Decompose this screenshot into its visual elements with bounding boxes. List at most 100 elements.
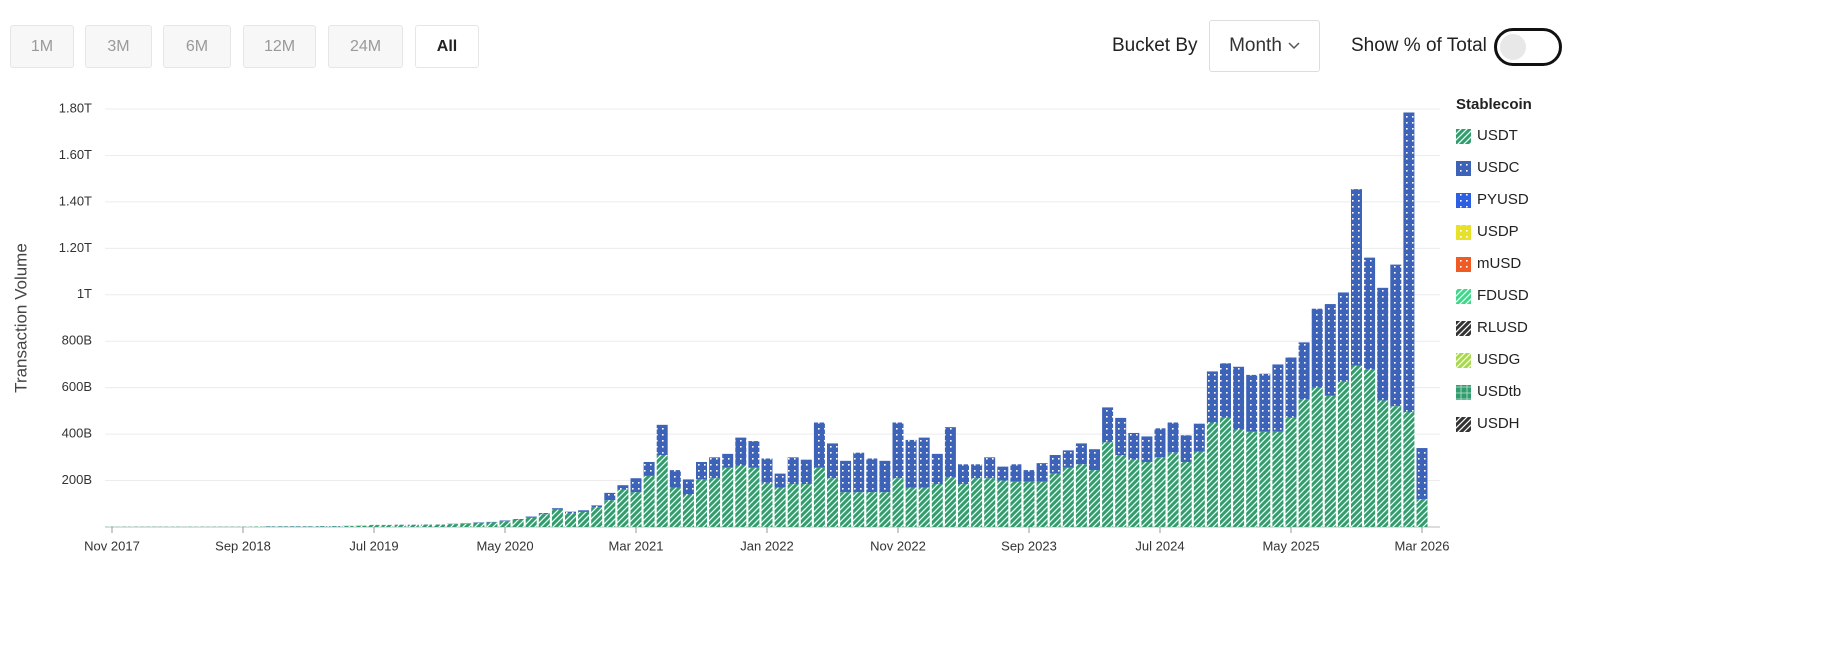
- bar-segment: [617, 485, 629, 490]
- bar-segment: [512, 520, 524, 527]
- bar-segment: [1416, 448, 1428, 500]
- x-tick-label: Jul 2024: [1135, 538, 1184, 553]
- bar-segment: [709, 478, 721, 527]
- range-button[interactable]: 3M: [85, 25, 152, 68]
- bar-segment: [971, 478, 983, 527]
- bar-segment: [958, 484, 969, 527]
- bar-segment: [1128, 432, 1140, 460]
- bar-segment: [565, 511, 576, 514]
- range-button[interactable]: 6M: [163, 25, 231, 68]
- bar-segment: [1115, 455, 1127, 527]
- bar-segment: [1285, 357, 1297, 418]
- bar-segment: [1233, 366, 1245, 430]
- y-tick-label: 1.20T: [59, 240, 92, 255]
- bar-segment: [538, 514, 550, 527]
- legend-swatch: [1456, 417, 1471, 432]
- bar-segment: [617, 489, 629, 527]
- range-button[interactable]: 12M: [243, 25, 316, 68]
- bar-segment: [840, 460, 852, 493]
- bar-segment: [329, 526, 341, 527]
- bar-segment: [1259, 373, 1271, 432]
- bar-segment: [1377, 287, 1389, 401]
- legend-label: USDtb: [1477, 383, 1521, 400]
- bar-segment: [1102, 407, 1114, 443]
- bar-segment: [827, 443, 838, 479]
- bar-segment: [551, 508, 563, 510]
- bar-segment: [709, 457, 721, 479]
- bar-segment: [316, 526, 328, 527]
- bar-segment: [696, 461, 707, 480]
- bar-segment: [460, 523, 472, 527]
- bar-segment: [407, 524, 419, 527]
- bar-segment: [669, 487, 681, 527]
- y-axis-title: Transaction Volume: [11, 243, 30, 393]
- bar-segment: [1180, 461, 1192, 527]
- legend-title: Stablecoin: [1456, 96, 1532, 113]
- bar-segment: [853, 492, 865, 527]
- bucket-label: Bucket By: [1112, 35, 1198, 56]
- bar-segment: [1102, 442, 1114, 527]
- bar-segment: [1062, 450, 1074, 468]
- bar-segment: [669, 470, 681, 488]
- bar-segment: [1337, 292, 1349, 382]
- bar-segment: [1351, 189, 1362, 366]
- bar-segment: [473, 522, 485, 527]
- bucket-dropdown[interactable]: Month: [1209, 20, 1320, 72]
- bar-segment: [1128, 459, 1140, 527]
- legend-label: USDT: [1477, 127, 1518, 144]
- bar-segment: [984, 457, 996, 479]
- x-tick-label: May 2025: [1262, 538, 1319, 553]
- bar-segment: [879, 492, 891, 527]
- bar-segment: [381, 525, 393, 527]
- bar-segment: [813, 467, 825, 527]
- bar-segment: [1285, 417, 1297, 527]
- bar-segment: [591, 507, 603, 527]
- bar-segment: [1193, 423, 1205, 452]
- range-button[interactable]: 24M: [328, 25, 403, 68]
- x-tick-label: Jul 2019: [349, 538, 398, 553]
- bar-segment: [722, 453, 734, 468]
- legend-swatch: [1456, 353, 1471, 368]
- bar-segment: [342, 526, 354, 527]
- bar-segment: [931, 453, 943, 485]
- bar-segment: [1180, 435, 1192, 462]
- y-tick-label: 1T: [77, 286, 92, 301]
- y-tick-label: 1.60T: [59, 147, 92, 162]
- bar-segment: [420, 524, 432, 527]
- bar-segment: [748, 441, 760, 468]
- bar-segment: [591, 505, 603, 508]
- bar-segment: [735, 437, 747, 466]
- bar-segment: [630, 492, 642, 527]
- bar-segment: [1246, 431, 1258, 527]
- percent-toggle[interactable]: [1494, 28, 1562, 66]
- legend-label: mUSD: [1477, 255, 1521, 272]
- bar-segment: [1154, 428, 1166, 458]
- bar-segment: [1036, 481, 1048, 527]
- bar-segment: [892, 422, 904, 479]
- bar-segment: [944, 427, 956, 478]
- range-button[interactable]: All: [415, 25, 479, 68]
- legend-label: USDC: [1477, 159, 1520, 176]
- bar-segment: [984, 478, 996, 527]
- y-tick-label: 600B: [62, 379, 92, 394]
- bar-segment: [578, 510, 590, 512]
- x-tick-label: Nov 2022: [870, 538, 926, 553]
- bar-segment: [1390, 406, 1402, 527]
- bar-segment: [1311, 387, 1323, 527]
- x-tick-label: Sep 2023: [1001, 538, 1057, 553]
- bar-segment: [696, 479, 707, 527]
- bar-segment: [1220, 417, 1231, 527]
- bar-segment: [1351, 365, 1362, 527]
- bar-segment: [447, 524, 459, 527]
- bar-segment: [761, 458, 773, 483]
- bar-segment: [1141, 461, 1153, 527]
- bar-segment: [1089, 449, 1100, 471]
- x-tick-label: Sep 2018: [215, 538, 271, 553]
- range-button[interactable]: 1M: [10, 25, 74, 68]
- bar-segment: [486, 522, 498, 527]
- bar-segment: [853, 452, 865, 493]
- bar-segment: [499, 520, 511, 522]
- bar-segment: [394, 524, 406, 527]
- bar-segment: [643, 475, 655, 527]
